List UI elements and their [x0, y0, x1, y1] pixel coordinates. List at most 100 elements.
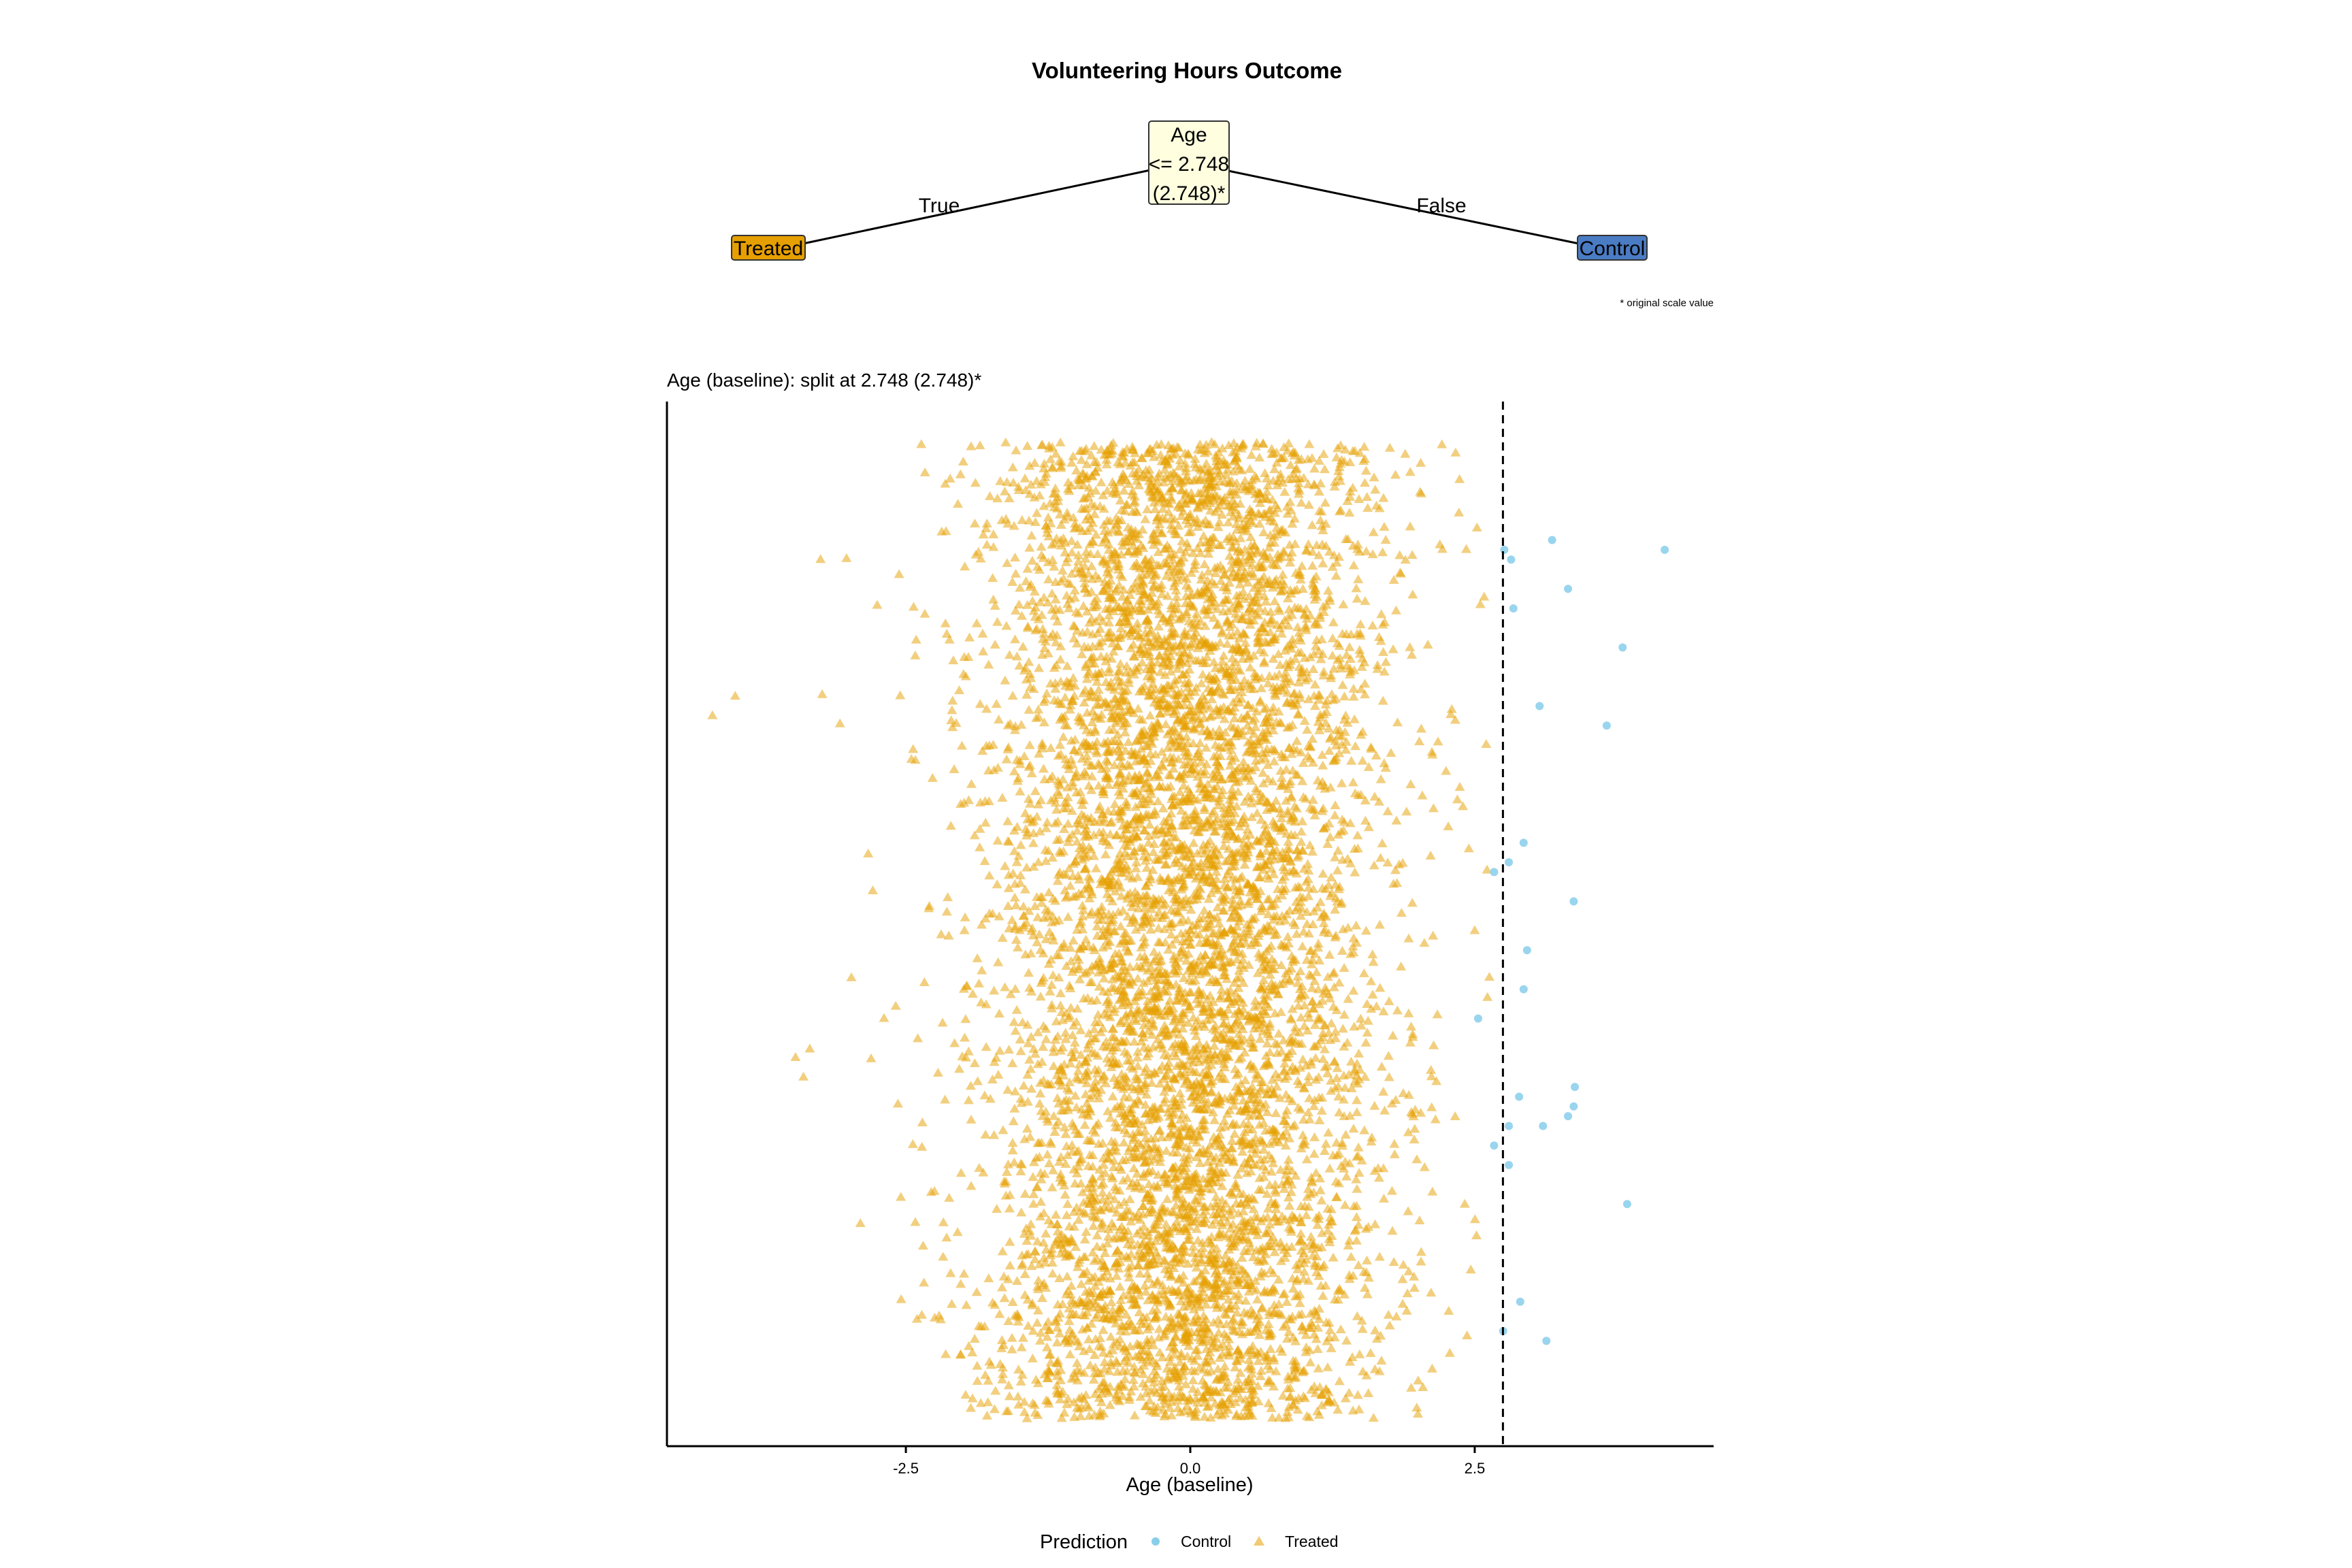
treated-point — [1055, 988, 1066, 998]
treated-point — [1002, 816, 1013, 826]
treated-point — [960, 671, 971, 681]
treated-point — [1328, 982, 1339, 992]
treated-point — [1409, 1271, 1420, 1281]
treated-point — [1365, 1348, 1376, 1357]
treated-point — [1105, 817, 1116, 827]
treated-point — [1143, 830, 1154, 840]
treated-point — [1065, 700, 1076, 710]
treated-point — [1316, 634, 1327, 644]
treated-point — [1335, 653, 1345, 662]
treated-point — [1284, 438, 1294, 448]
treated-point — [1301, 613, 1312, 623]
treated-point — [1422, 639, 1433, 649]
treated-point — [1060, 681, 1071, 690]
treated-point — [1117, 1175, 1128, 1185]
treated-point — [1119, 1047, 1130, 1056]
treated-point — [1183, 450, 1194, 459]
treated-point — [1246, 1305, 1257, 1314]
treated-point — [1074, 843, 1085, 852]
treated-point — [1324, 949, 1335, 959]
treated-point — [1038, 973, 1049, 982]
treated-point — [1028, 828, 1039, 838]
treated-point — [1197, 1019, 1208, 1028]
treated-point — [1100, 656, 1111, 666]
treated-point — [1312, 902, 1323, 912]
treated-point — [1251, 1069, 1262, 1079]
treated-point — [1061, 1210, 1072, 1220]
treated-point — [980, 1129, 991, 1139]
treated-point — [1309, 1101, 1320, 1111]
treated-point — [1191, 1152, 1202, 1162]
treated-point — [1145, 657, 1156, 666]
treated-point — [980, 817, 991, 827]
treated-point — [1190, 1031, 1201, 1041]
treated-point — [1254, 603, 1264, 612]
treated-point — [1142, 1324, 1153, 1334]
treated-point — [911, 634, 921, 644]
treated-point — [1121, 1155, 1132, 1164]
treated-point — [1215, 560, 1226, 570]
treated-point — [1043, 1316, 1054, 1326]
treated-point — [969, 830, 980, 840]
treated-point — [1122, 661, 1132, 670]
treated-point — [1320, 884, 1331, 894]
treated-point — [1268, 702, 1279, 712]
treated-point — [1192, 1015, 1203, 1024]
treated-point — [1019, 1290, 1030, 1299]
treated-point — [1323, 585, 1334, 595]
treated-point — [979, 1090, 990, 1100]
treated-point — [1301, 620, 1311, 630]
treated-point — [970, 478, 981, 487]
treated-point — [1165, 666, 1176, 676]
treated-point — [1237, 1024, 1248, 1033]
treated-point — [1037, 634, 1048, 643]
treated-point — [1106, 440, 1117, 449]
treated-point — [1288, 917, 1299, 927]
treated-point — [1107, 1218, 1117, 1228]
treated-point — [1229, 1128, 1240, 1138]
treated-point — [1368, 527, 1379, 536]
treated-point — [1300, 1241, 1311, 1251]
treated-point — [1334, 462, 1345, 472]
treated-point — [1188, 548, 1198, 557]
treated-point — [1360, 1037, 1371, 1047]
treated-point — [1079, 1235, 1090, 1244]
treated-point — [1109, 1032, 1120, 1041]
treated-point — [1060, 753, 1071, 763]
treated-point — [1131, 857, 1142, 866]
treated-point — [937, 1017, 948, 1027]
treated-point — [1309, 1132, 1320, 1141]
treated-point — [1104, 1190, 1115, 1200]
treated-point — [966, 441, 977, 451]
treated-point — [1044, 1350, 1055, 1359]
treated-point — [1140, 1100, 1151, 1109]
treated-point — [1041, 1245, 1051, 1254]
treated-point — [964, 632, 975, 642]
treated-point — [1258, 791, 1269, 801]
treated-point — [988, 542, 999, 551]
treated-point — [1103, 780, 1114, 789]
treated-point — [1354, 1404, 1365, 1414]
treated-point — [1028, 1198, 1039, 1208]
treated-point — [1263, 1319, 1274, 1328]
treated-point — [1392, 1005, 1403, 1015]
treated-point — [1139, 951, 1150, 960]
treated-point — [1259, 1154, 1270, 1164]
treated-point — [1026, 1032, 1036, 1041]
treated-point — [1217, 510, 1228, 519]
treated-point — [1066, 956, 1077, 966]
treated-point — [1227, 894, 1238, 904]
treated-point — [1137, 1013, 1148, 1022]
treated-point — [1262, 678, 1273, 687]
tree-edge-left — [802, 169, 1151, 245]
treated-point — [1022, 621, 1033, 631]
treated-point — [1024, 515, 1034, 525]
treated-point — [1105, 603, 1115, 612]
treated-point — [992, 835, 1003, 845]
treated-point — [1252, 1230, 1263, 1239]
treated-point — [977, 965, 987, 975]
treated-point — [1090, 485, 1101, 495]
treated-point — [1051, 1380, 1062, 1390]
treated-point — [1243, 960, 1254, 969]
treated-point — [1007, 1297, 1018, 1307]
